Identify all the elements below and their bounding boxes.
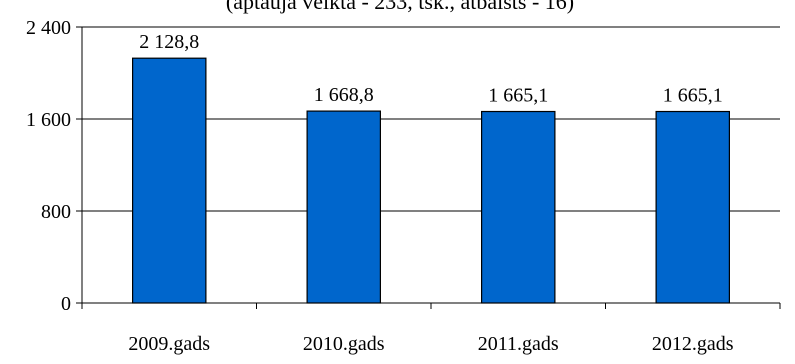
x-category-label: 2011.gads — [478, 333, 559, 355]
x-category-label: 2012.gads — [652, 333, 734, 355]
bar-2011-gads — [481, 110, 556, 304]
bar-2009-gads — [132, 57, 207, 304]
data-label: 1 665,1 — [663, 85, 723, 107]
data-label: 1 665,1 — [488, 85, 548, 107]
y-tick-label: 2 400 — [26, 17, 71, 39]
data-label: 2 128,8 — [139, 31, 199, 53]
bar-2012-gads — [655, 110, 730, 304]
x-category-label: 2010.gads — [303, 333, 385, 355]
chart-title: (aptauja veikta - 233, tsk., atbalsts - … — [226, 0, 574, 14]
data-label: 1 668,8 — [314, 84, 374, 106]
y-tick-label: 1 600 — [26, 109, 71, 131]
x-category-label: 2009.gads — [128, 333, 210, 355]
y-tick-label: 0 — [61, 293, 71, 315]
bar-2010-gads — [306, 110, 381, 304]
y-tick-label: 800 — [41, 201, 71, 223]
